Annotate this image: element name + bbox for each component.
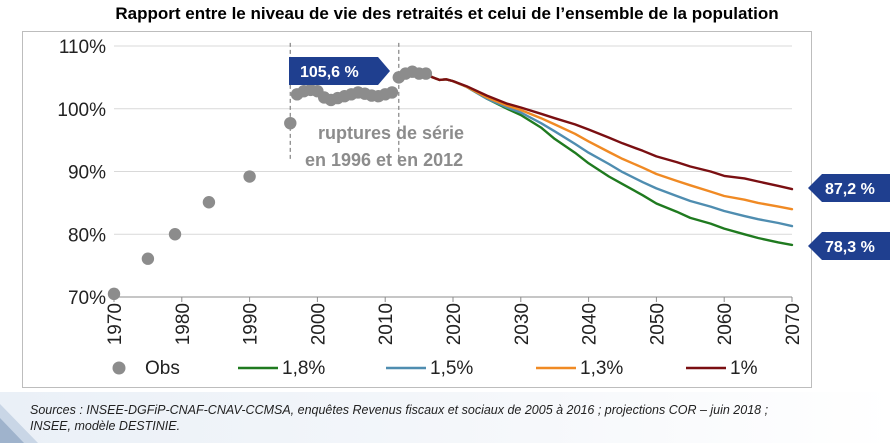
x-tick-label-2000: 2000 [308, 303, 329, 345]
x-axis: 1970 1980 1990 2000 2010 2020 2030 2040 2050 2060… [105, 296, 804, 345]
obs-point-1990 [243, 170, 256, 183]
x-tick-label-2070: 2070 [783, 303, 804, 345]
series-break-markers [289, 42, 400, 159]
obs-point-2016 [419, 67, 433, 80]
chart-frame [22, 31, 812, 388]
value-callouts: 105,6 % 87,2 % 78,3 % [289, 57, 890, 260]
chart: 70% 80% 90% 100% 110% 1970 1980 1990 2000 2010 20… [57, 37, 890, 379]
obs-point-1979 [168, 228, 182, 241]
x-tick-label-2040: 2040 [580, 303, 601, 345]
projection-lines [424, 72, 794, 247]
annotations: ruptures de série en 1996 et en 2012 [305, 123, 464, 170]
high-callout-box [808, 174, 890, 202]
y-tick-label-80: 80% [68, 225, 106, 246]
low-callout-box [808, 232, 890, 260]
break-label-line1: ruptures de série [318, 123, 464, 143]
obs-point-1984 [202, 196, 216, 209]
x-tick-label-2020: 2020 [444, 303, 465, 345]
line-series-s18 [424, 72, 794, 247]
legend-label-s18: 1,8% [282, 358, 325, 379]
gridlines [114, 45, 792, 298]
legend: Obs 1,8% 1,5% 1,3% 1% [112, 358, 758, 379]
y-tick-label-70: 70% [68, 288, 106, 309]
obs-point-1975 [141, 252, 155, 265]
x-tick-label-1980: 1980 [173, 303, 194, 345]
legend-label-s13: 1,3% [580, 358, 623, 379]
x-tick-label-2060: 2060 [715, 303, 736, 345]
obs-point-2011 [385, 86, 399, 99]
y-tick-label-100: 100% [57, 100, 106, 121]
legend-marker-obs [112, 361, 126, 375]
obs-point-1970 [107, 287, 121, 301]
legend-label-s1: 1% [730, 358, 758, 379]
y-tick-label-90: 90% [68, 163, 106, 184]
break-label-line2: en 1996 et en 2012 [305, 150, 463, 170]
corner-decoration [0, 404, 38, 443]
peak-callout-box [289, 57, 390, 85]
x-tick-label-1990: 1990 [241, 303, 262, 345]
high-callout-label: 87,2 % [825, 181, 875, 198]
y-axis-ticks: 70% 80% 90% 100% 110% [57, 37, 106, 309]
obs-point-1996 [284, 116, 297, 130]
source-note: Sources : INSEE-DGFiP-CNAF-CNAV-CCMSA, e… [30, 403, 769, 433]
line-series-s1 [424, 72, 794, 191]
observed-points [107, 65, 433, 301]
x-tick-label-1970: 1970 [105, 303, 126, 345]
peak-callout-label: 105,6 % [300, 64, 359, 81]
legend-label-s15: 1,5% [430, 358, 473, 379]
legend-label-obs: Obs [145, 358, 180, 379]
line-series-s15 [424, 72, 794, 228]
low-callout-label: 78,3 % [825, 239, 875, 256]
x-tick-label-2030: 2030 [512, 303, 533, 345]
x-tick-label-2050: 2050 [647, 303, 668, 345]
chart-title: Rapport entre le niveau de vie des retra… [115, 4, 779, 23]
x-tick-label-2010: 2010 [376, 303, 397, 345]
y-tick-label-110: 110% [59, 37, 106, 58]
footer-band [0, 392, 894, 443]
